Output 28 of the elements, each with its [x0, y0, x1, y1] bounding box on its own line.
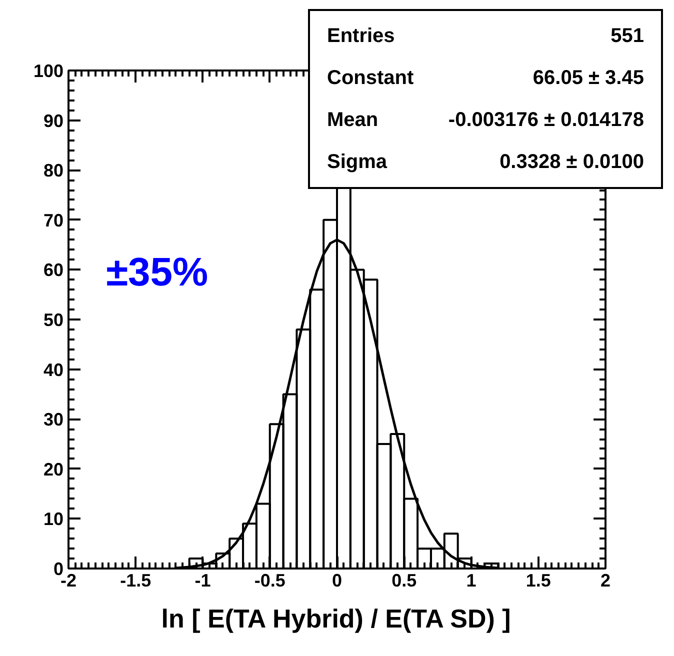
y-tick-label: 100 [33, 61, 64, 81]
x-tick-label: 1.5 [526, 570, 551, 590]
y-tick-label: 80 [43, 160, 64, 181]
x-tick-label: 0 [332, 570, 342, 590]
annotation: 66.05 ± 3.45 [532, 67, 644, 89]
x-tick-label: 0.5 [392, 570, 417, 590]
annotation: Mean [327, 109, 378, 131]
annotation: Sigma [327, 151, 388, 173]
x-tick-label: -0.5 [254, 570, 286, 590]
annotation: ±35% [106, 250, 208, 295]
x-tick-label: 1 [466, 570, 476, 590]
y-tick-label: 70 [43, 210, 64, 230]
annotation: 0.3328 ± 0.0100 [500, 151, 644, 173]
annotation: Constant [327, 67, 414, 89]
y-tick-label: 30 [43, 410, 64, 430]
annotation: -0.003176 ± 0.014178 [448, 109, 644, 131]
text: 551 [610, 25, 644, 47]
y-tick-label: 50 [43, 310, 64, 330]
y-tick-label: 20 [43, 459, 64, 480]
text: Entries [327, 25, 395, 47]
y-tick-label: 40 [43, 360, 64, 380]
y-tick-label: 10 [43, 509, 64, 530]
y-tick-label: 90 [43, 110, 64, 131]
y-tick-label: 60 [43, 260, 64, 280]
x-tick-label: -1 [194, 570, 211, 590]
x-tick-label: -1.5 [120, 570, 152, 590]
x-tick-label: 2 [600, 570, 611, 590]
x-axis-title: ln [ E(TA Hybrid) / E(TA SD) ] [161, 604, 511, 634]
